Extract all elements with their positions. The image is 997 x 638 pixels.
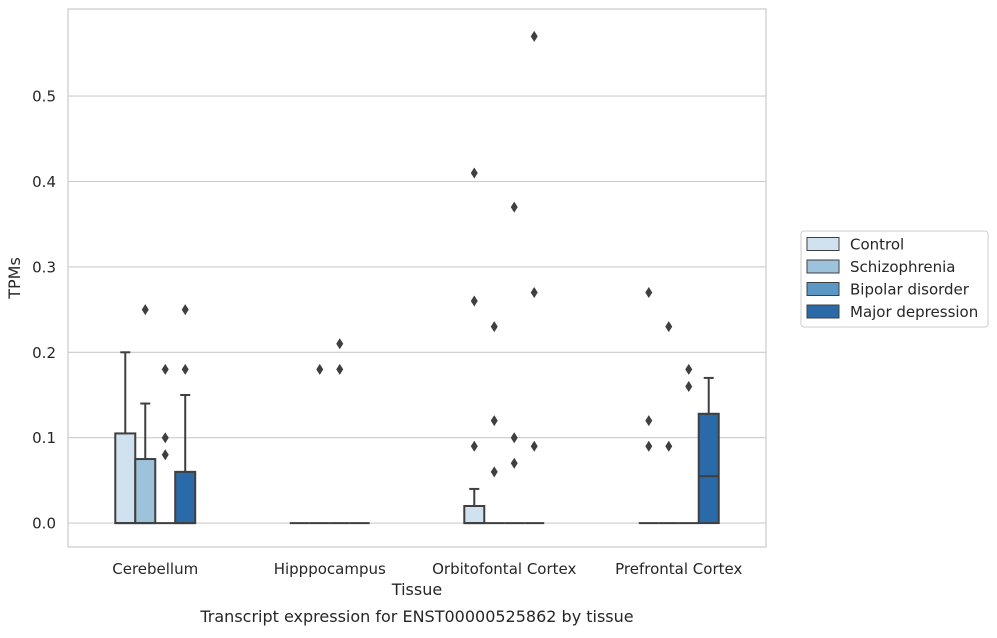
box-body — [114, 432, 137, 525]
box-body — [134, 458, 157, 525]
legend-swatch — [806, 237, 840, 251]
outlier-marker — [530, 30, 538, 42]
legend-label: Bipolar disorder — [850, 281, 970, 299]
legend-label: Control — [850, 236, 904, 254]
y-tick-label: 0.2 — [32, 344, 56, 362]
legend-swatch — [806, 282, 840, 296]
legend-swatch — [806, 304, 840, 319]
outliers — [141, 30, 693, 478]
outlier-marker — [645, 287, 653, 299]
outlier-marker — [181, 304, 189, 316]
legend: Control Schizophrenia Bipolar disorder Majo… — [800, 230, 989, 328]
legend-swatch — [806, 259, 840, 274]
outlier-marker — [665, 321, 673, 333]
outlier-marker — [470, 167, 478, 179]
outlier-marker — [336, 363, 344, 375]
boxes — [114, 351, 720, 525]
outlier-marker — [161, 449, 169, 461]
box-body — [463, 505, 486, 525]
y-tick-label: 0.3 — [32, 258, 56, 276]
outlier-marker — [470, 295, 478, 307]
outlier-marker — [510, 201, 518, 213]
y-tick-label: 0.1 — [32, 429, 56, 447]
outlier-marker — [510, 432, 518, 444]
gridlines — [68, 95, 766, 524]
legend-label: Major depression — [850, 303, 978, 321]
plot-area-frame — [67, 8, 767, 548]
outlier-marker — [685, 363, 693, 375]
outlier-marker — [645, 415, 653, 427]
box-0-1 — [134, 402, 157, 525]
box-0-3 — [174, 393, 197, 525]
box-body — [697, 412, 720, 525]
outlier-marker — [490, 321, 498, 333]
outlier-marker — [161, 432, 169, 444]
outlier-marker — [665, 440, 673, 452]
outlier-marker — [685, 380, 693, 392]
outlier-marker — [490, 415, 498, 427]
x-tick-label: Hipppocampus — [274, 560, 386, 578]
y-tick-label: 0.5 — [32, 88, 56, 106]
legend-frame — [800, 230, 989, 328]
outlier-marker — [141, 304, 149, 316]
legend-label: Schizophrenia — [850, 258, 955, 276]
outlier-marker — [181, 363, 189, 375]
y-axis-ticks: 0.0 0.1 0.2 0.3 0.4 0.5 — [32, 88, 56, 533]
box-3-3 — [697, 376, 720, 525]
outlier-marker — [530, 287, 538, 299]
box-body — [174, 470, 197, 525]
chart-caption: Transcript expression for ENST0000052586… — [199, 607, 633, 626]
outlier-marker — [530, 440, 538, 452]
box-2-0 — [463, 487, 486, 525]
outlier-marker — [510, 457, 518, 469]
x-axis-label: Tissue — [391, 580, 442, 599]
outlier-marker — [645, 440, 653, 452]
box-0-0 — [114, 351, 137, 525]
x-tick-label: Orbitofontal Cortex — [432, 560, 576, 578]
y-tick-label: 0.4 — [32, 173, 56, 191]
y-axis-label: TPMs — [5, 257, 24, 300]
outlier-marker — [490, 466, 498, 478]
outlier-marker — [316, 363, 324, 375]
outlier-marker — [161, 363, 169, 375]
y-tick-label: 0.0 — [32, 515, 56, 533]
outlier-marker — [470, 440, 478, 452]
x-tick-label: Cerebellum — [112, 560, 198, 578]
outlier-marker — [336, 338, 344, 350]
x-tick-label: Prefrontal Cortex — [615, 560, 742, 578]
x-axis-ticks: Cerebellum Hipppocampus Orbitofontal Corte… — [112, 560, 742, 578]
